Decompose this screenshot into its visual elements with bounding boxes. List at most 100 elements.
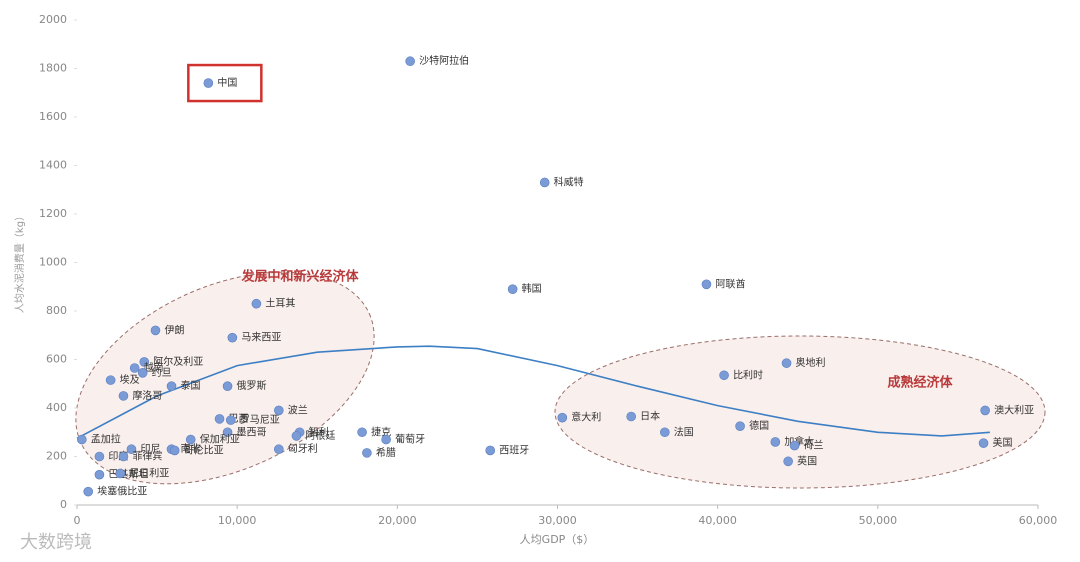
x-tick-label: 0	[74, 514, 81, 527]
point	[139, 357, 150, 367]
point	[150, 325, 161, 336]
point-label: 匈牙利	[288, 442, 318, 455]
x-tick-label: 30,000	[538, 514, 577, 527]
point-label: 摩洛哥	[132, 389, 162, 402]
point	[214, 414, 225, 424]
point	[118, 451, 129, 462]
point	[557, 412, 568, 423]
point	[94, 469, 105, 480]
point-label: 罗马尼亚	[240, 414, 280, 426]
point	[251, 298, 262, 309]
mature-ellipse	[554, 335, 1046, 489]
point-label: 南非	[180, 442, 200, 455]
y-tick-label: 400	[46, 401, 67, 414]
trend-line	[76, 345, 990, 440]
y-tick-label: 0	[60, 498, 67, 511]
point-label: 比利时	[733, 369, 763, 381]
point	[978, 438, 989, 448]
point-label: 科威特	[554, 175, 584, 188]
point-label: 阿根廷	[305, 429, 335, 442]
point	[274, 405, 284, 416]
point-label: 奥地利	[796, 356, 826, 369]
point-label: 阿尔及利亚	[153, 355, 203, 368]
point-label: 英国	[797, 454, 817, 467]
point-label: 越南	[144, 361, 164, 374]
point-label: 中国	[217, 76, 237, 89]
point-label: 沙特阿拉伯	[419, 54, 469, 67]
y-tick-label: 1200	[39, 207, 67, 220]
point	[105, 375, 116, 385]
x-axis-label: 人均GDP（$）	[520, 533, 595, 546]
point-label: 美国	[993, 436, 1013, 449]
point	[539, 177, 550, 188]
point-label: 波兰	[288, 403, 308, 416]
point-label: 希腊	[376, 446, 396, 459]
point	[781, 358, 792, 368]
y-tick-label: 200	[46, 450, 67, 463]
point	[701, 279, 712, 290]
point	[203, 78, 214, 88]
point-label: 埃塞俄比亚	[97, 485, 147, 498]
y-tick-label: 2000	[39, 13, 67, 26]
x-tick-label: 10,000	[218, 514, 257, 527]
point	[719, 370, 729, 381]
y-tick-label: 1600	[39, 110, 67, 123]
point	[227, 332, 238, 343]
x-tick-label: 20,000	[378, 514, 417, 527]
point	[770, 437, 781, 447]
point-label: 马来西亚	[241, 332, 281, 344]
point	[166, 381, 177, 391]
point	[405, 56, 415, 67]
point	[222, 427, 233, 438]
point	[381, 434, 391, 445]
point-label: 葡萄牙	[395, 433, 425, 446]
point	[507, 284, 518, 294]
point	[129, 363, 140, 373]
point-label: 荷兰	[804, 439, 824, 452]
point	[225, 415, 236, 425]
point	[118, 391, 129, 401]
point-label: 埃及	[120, 373, 140, 386]
point-label: 伊朗	[164, 324, 184, 336]
point	[94, 451, 105, 462]
point	[274, 444, 284, 455]
point-label: 意大利	[571, 411, 601, 424]
point	[137, 368, 148, 378]
point-label: 日本	[640, 409, 660, 422]
point-label: 西班牙	[499, 444, 529, 456]
point-label: 约旦	[152, 366, 172, 379]
point	[115, 468, 126, 479]
point	[126, 444, 137, 455]
annotation: 发展中和新兴经济体	[240, 269, 359, 285]
point-label: 孟加拉	[91, 433, 121, 446]
point	[660, 427, 670, 438]
y-tick-label: 800	[46, 304, 67, 317]
y-axis-label: 人均水泥消费量（kg）	[13, 211, 26, 313]
point	[291, 431, 302, 441]
x-tick-label: 50,000	[859, 514, 898, 527]
point	[789, 440, 800, 451]
point-label: 韩国	[522, 282, 542, 295]
point	[222, 381, 233, 391]
y-tick-label: 1800	[39, 62, 67, 75]
point-label: 泰国	[180, 379, 200, 392]
point-label: 俄罗斯	[237, 379, 267, 392]
point-label: 法国	[674, 425, 694, 438]
point	[77, 434, 87, 445]
point-label: 印尼	[140, 443, 160, 455]
x-tick-label: 60,000	[1019, 514, 1058, 527]
highlight-box	[187, 63, 263, 103]
point	[735, 421, 745, 431]
annotation: 成熟经济体	[887, 375, 953, 391]
point-label: 德国	[749, 419, 769, 432]
point-label: 墨西哥	[237, 426, 267, 438]
point-label: 哥伦比亚	[184, 443, 224, 456]
point-label: 菲律宾	[132, 450, 162, 463]
point	[362, 448, 372, 458]
point	[83, 486, 94, 497]
point-label: 保加利亚	[200, 433, 240, 446]
watermark: 大数跨境	[20, 532, 92, 553]
point-label: 澳大利亚	[994, 403, 1034, 416]
point-label: 尼日利亚	[129, 467, 169, 479]
